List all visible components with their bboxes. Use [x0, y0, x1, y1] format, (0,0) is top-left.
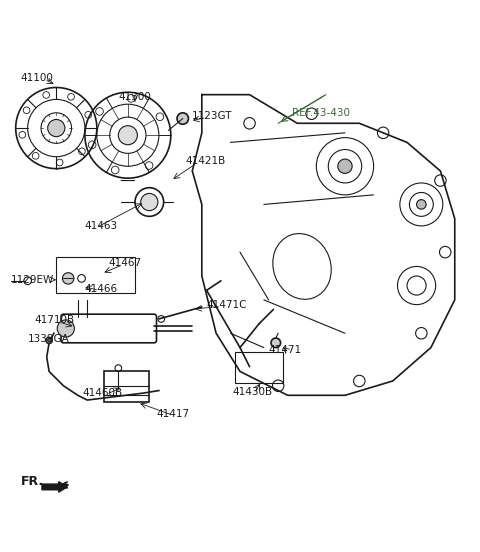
Text: 41300: 41300 — [118, 92, 151, 102]
Text: FR.: FR. — [21, 475, 44, 488]
Text: 41417: 41417 — [156, 410, 190, 420]
Text: 41471: 41471 — [269, 345, 302, 355]
Bar — [56, 257, 135, 293]
Circle shape — [46, 337, 52, 344]
Circle shape — [417, 200, 426, 209]
Text: 41710B: 41710B — [35, 315, 75, 325]
Bar — [104, 371, 149, 402]
Circle shape — [177, 113, 189, 124]
Text: 41471C: 41471C — [206, 300, 247, 310]
Text: 1123GT: 1123GT — [192, 111, 233, 121]
Text: REF.43-430: REF.43-430 — [292, 108, 350, 118]
Text: 41430B: 41430B — [233, 387, 273, 397]
Text: 1129EW: 1129EW — [11, 275, 54, 285]
Circle shape — [271, 338, 281, 348]
Text: 41421B: 41421B — [185, 156, 226, 167]
Circle shape — [141, 193, 158, 211]
Circle shape — [48, 119, 65, 137]
FancyBboxPatch shape — [61, 314, 156, 343]
Circle shape — [118, 126, 137, 145]
Text: 41467: 41467 — [109, 258, 142, 268]
Text: 1339GA: 1339GA — [28, 335, 70, 344]
Bar — [235, 352, 283, 384]
Text: 41466: 41466 — [85, 284, 118, 294]
Text: 41463: 41463 — [85, 221, 118, 231]
Text: 41460B: 41460B — [83, 388, 123, 398]
Circle shape — [57, 320, 74, 337]
Circle shape — [338, 159, 352, 173]
FancyArrow shape — [42, 482, 67, 492]
Circle shape — [62, 273, 74, 284]
Text: 41100: 41100 — [21, 73, 53, 83]
